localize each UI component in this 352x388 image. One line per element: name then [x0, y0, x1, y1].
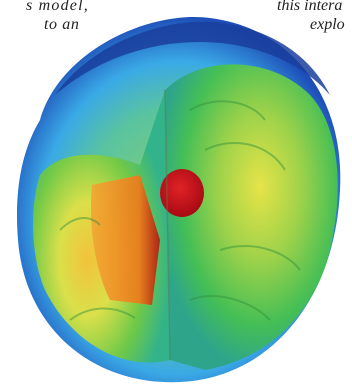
sphere-top-rim [55, 21, 330, 95]
caption-left-line1: s model, [26, 0, 89, 14]
caption-right-line2: explo [310, 16, 345, 33]
caption-right-line1: this intera [277, 0, 343, 14]
hot-region [90, 175, 160, 305]
turbulence-swirls [59, 100, 301, 321]
caption-left-line2: to an [44, 16, 80, 33]
cutaway-right-face [165, 64, 338, 371]
cut-seam [164, 89, 171, 361]
red-core [160, 169, 204, 217]
